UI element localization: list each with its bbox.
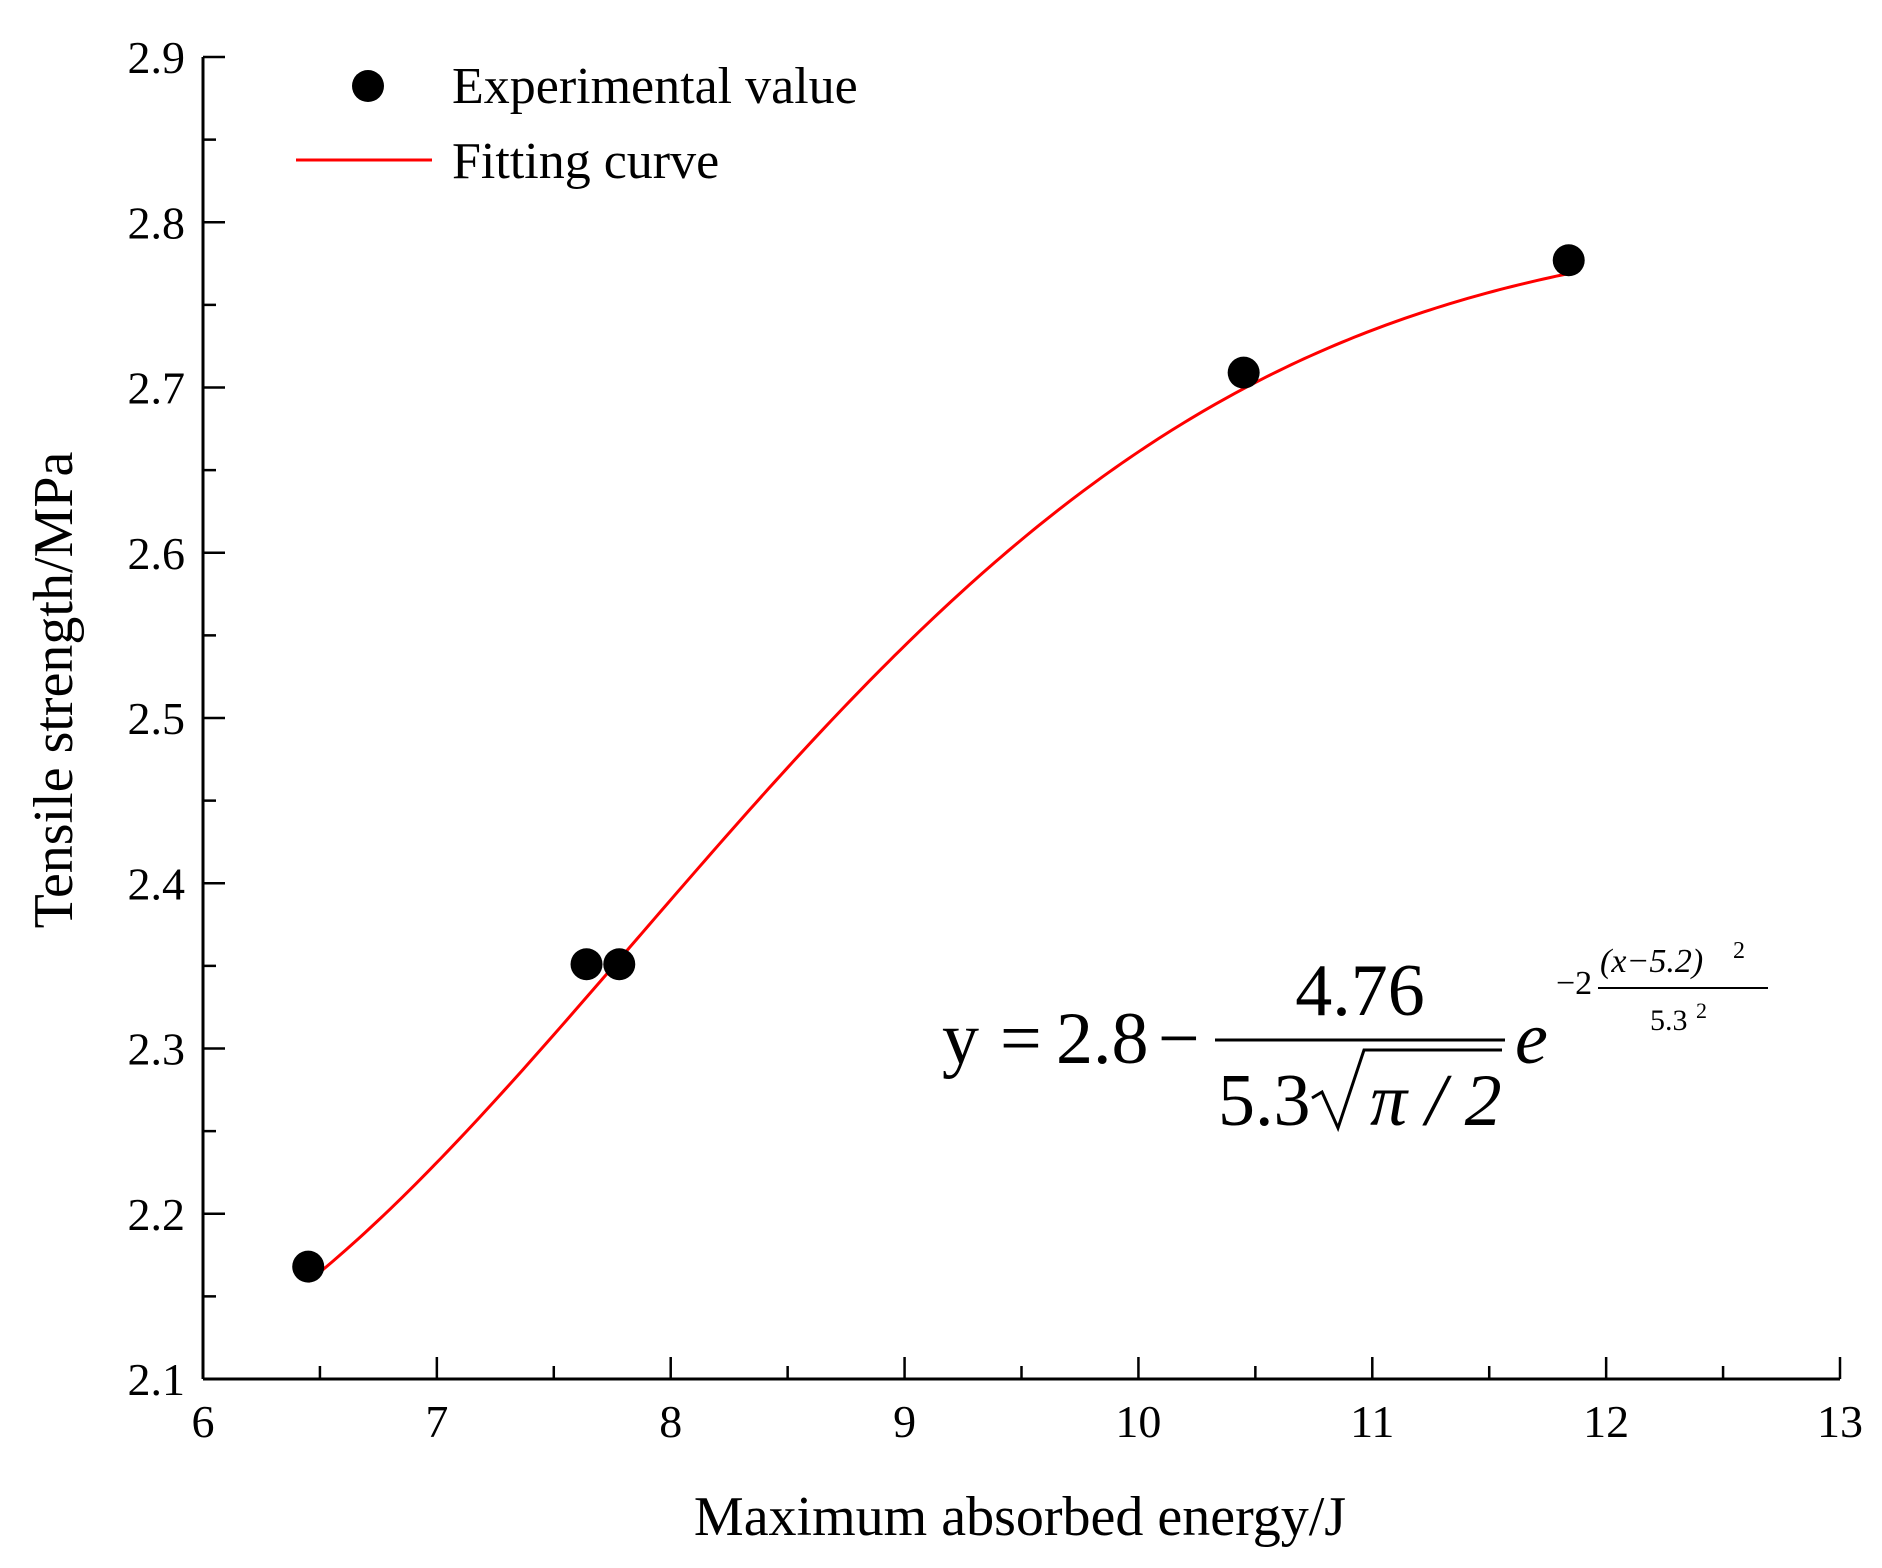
equation-den-coef: 5.3 — [1218, 1060, 1311, 1142]
data-point — [570, 948, 603, 981]
equation-lhs: y — [942, 998, 979, 1080]
sqrt-sign — [1311, 1048, 1502, 1133]
equation-exp-den-pow: 2 — [1696, 998, 1707, 1023]
data-point — [1552, 244, 1585, 277]
y-tick-label: 2.7 — [128, 363, 186, 414]
x-tick-label: 10 — [1115, 1396, 1161, 1447]
y-tick-label: 2.6 — [128, 528, 186, 579]
legend-marker-experimental — [352, 70, 384, 102]
equation-minus: − — [1158, 998, 1200, 1080]
equation-constant: 2.8 — [1056, 998, 1149, 1080]
equation-main-line: y = 2.8 − — [942, 998, 1200, 1080]
equation-exp-num-pow: 2 — [1733, 938, 1745, 964]
y-tick-label: 2.9 — [128, 32, 186, 83]
y-tick-label: 2.3 — [128, 1024, 186, 1075]
data-point — [292, 1250, 325, 1283]
x-tick-label: 9 — [893, 1396, 916, 1447]
x-tick-label: 12 — [1583, 1396, 1629, 1447]
tick-labels: 6 7 8 9 10 11 12 13 2.1 2.2 2.3 2.4 2.5 2.6 2.7 2.8 2.9 — [128, 32, 1864, 1447]
y-tick-label: 2.2 — [128, 1189, 186, 1240]
x-tick-label: 6 — [192, 1396, 215, 1447]
equation-exp-den-line: 5.3 2 — [1650, 998, 1707, 1037]
equation-base: e — [1515, 998, 1548, 1080]
legend: Experimental value Fitting curve — [296, 58, 858, 190]
fitting-curve-line — [307, 272, 1570, 1283]
experimental-points-layer — [292, 244, 1585, 1283]
equation-exp-coef: −2 — [1556, 965, 1592, 1002]
x-tick-label: 11 — [1350, 1396, 1394, 1447]
equation-equals: = — [1000, 998, 1042, 1080]
equation-exp-den: 5.3 — [1650, 1004, 1688, 1037]
fitting-curve-layer — [307, 272, 1570, 1283]
equation-exp-num-line: (x−5.2) 2 — [1600, 938, 1745, 980]
y-axis-title: Tensile strength/MPa — [23, 452, 85, 929]
equation-den-sqrt: π / 2 — [1370, 1060, 1502, 1142]
equation-numerator: 4.76 — [1295, 950, 1425, 1032]
y-tick-label: 2.8 — [128, 197, 186, 248]
x-tick-label: 7 — [425, 1396, 448, 1447]
legend-label-experimental: Experimental value — [452, 58, 858, 115]
fit-equation: y = 2.8 − 4.76 5.3 π / 2 e −2 (x−5.2) 2 … — [942, 938, 1768, 1142]
equation-exp-num: (x−5.2) — [1600, 943, 1703, 980]
data-point — [1227, 356, 1260, 389]
y-tick-label: 2.4 — [128, 858, 186, 909]
x-tick-label: 8 — [659, 1396, 682, 1447]
x-axis-title: Maximum absorbed energy/J — [694, 1486, 1346, 1548]
x-tick-label: 13 — [1817, 1396, 1863, 1447]
data-point — [603, 948, 636, 981]
ticks — [201, 55, 1842, 1381]
axes — [201, 57, 1840, 1381]
y-tick-label: 2.1 — [128, 1354, 186, 1405]
legend-label-fitting: Fitting curve — [452, 133, 719, 190]
y-tick-label: 2.5 — [128, 693, 186, 744]
